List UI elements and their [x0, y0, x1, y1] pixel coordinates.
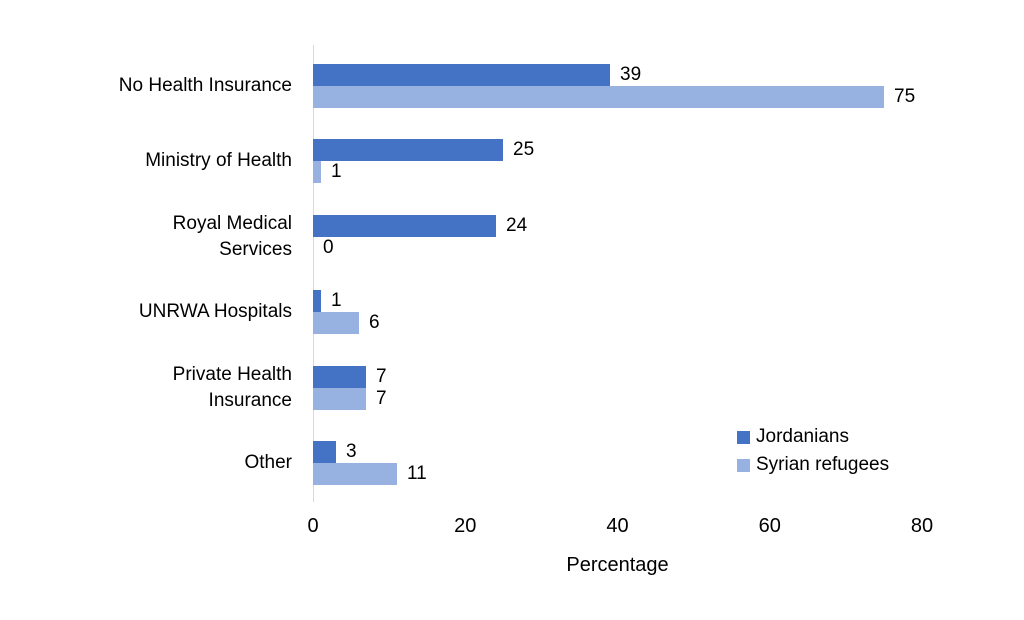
- value-label-jordanians-unrwa-hospitals: 1: [331, 290, 342, 312]
- x-tick-40: 40: [606, 515, 629, 537]
- value-label-jordanians-other: 3: [346, 441, 357, 462]
- bar-jordanians-unrwa-hospitals: [313, 290, 321, 313]
- legend-swatch-icon: [737, 430, 750, 444]
- category-label-ministry-of-health: Ministry of Health: [145, 150, 292, 172]
- category-label-unrwa-hospitals: UNRWA Hospitals: [138, 301, 292, 323]
- value-label-jordanians-royal-medical-services: 24: [506, 214, 528, 236]
- bar-jordanians-other: [313, 441, 336, 463]
- legend: Jordanians Syrian refugees: [737, 423, 889, 479]
- category-label-other: Other: [244, 452, 292, 473]
- legend-item-jordanians: Jordanians: [737, 423, 889, 451]
- bar-syrian-refugees-unrwa-hospitals: [313, 312, 359, 335]
- bar-syrian-refugees-ministry-of-health: [313, 161, 321, 184]
- value-label-jordanians-private-health-insurance: 7: [376, 365, 387, 387]
- category-label-royal-medical-services: Royal Medical Services: [172, 212, 292, 260]
- value-label-syrian-refugees-other: 11: [407, 463, 427, 484]
- value-label-syrian-refugees-royal-medical-services: 0: [323, 236, 334, 258]
- bar-jordanians-ministry-of-health: [313, 139, 503, 162]
- value-label-jordanians-ministry-of-health: 25: [513, 139, 535, 161]
- category-label-no-health-insurance: No Health Insurance: [118, 75, 292, 96]
- x-axis-title: Percentage: [566, 554, 669, 576]
- legend-label-jordanians: Jordanians: [756, 426, 849, 447]
- legend-item-syrian-refugees: Syrian refugees: [737, 451, 889, 479]
- value-label-jordanians-no-health-insurance: 39: [620, 64, 642, 85]
- bar-jordanians-private-health-insurance: [313, 365, 366, 388]
- bar-jordanians-no-health-insurance: [313, 64, 610, 86]
- x-tick-0: 0: [307, 515, 319, 537]
- x-tick-20: 20: [454, 515, 477, 537]
- legend-swatch-icon: [737, 458, 750, 472]
- value-label-syrian-refugees-unrwa-hospitals: 6: [369, 312, 380, 334]
- bar-syrian-refugees-other: [313, 463, 397, 485]
- bar-syrian-refugees-no-health-insurance: [313, 86, 884, 108]
- bar-jordanians-royal-medical-services: [313, 214, 496, 237]
- category-label-private-health-insurance: Private Health Insurance: [172, 363, 292, 411]
- x-tick-80: 80: [910, 515, 934, 537]
- bar-syrian-refugees-private-health-insurance: [313, 387, 366, 410]
- y-axis-line: [313, 45, 314, 502]
- value-label-syrian-refugees-private-health-insurance: 7: [376, 387, 387, 409]
- value-label-syrian-refugees-no-health-insurance: 75: [894, 86, 916, 107]
- x-tick-60: 60: [758, 515, 781, 537]
- legend-label-syrian-refugees: Syrian refugees: [756, 454, 890, 475]
- value-label-syrian-refugees-ministry-of-health: 1: [331, 161, 342, 183]
